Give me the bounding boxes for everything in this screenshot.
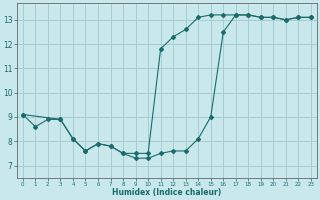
X-axis label: Humidex (Indice chaleur): Humidex (Indice chaleur) — [112, 188, 221, 197]
